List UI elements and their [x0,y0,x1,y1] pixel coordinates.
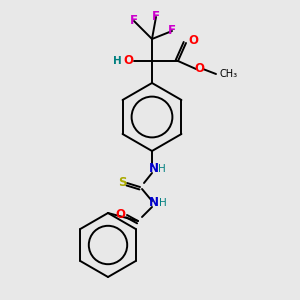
Text: F: F [168,25,176,38]
Text: F: F [152,11,160,23]
Text: H: H [112,56,122,66]
Text: H: H [158,164,166,174]
Text: O: O [194,62,204,76]
Text: O: O [188,34,198,47]
Text: O: O [115,208,125,220]
Text: CH₃: CH₃ [220,69,238,79]
Text: S: S [118,176,126,190]
Text: N: N [149,196,159,209]
Text: N: N [149,163,159,176]
Text: F: F [130,14,138,28]
Text: O: O [123,55,133,68]
Text: H: H [159,198,167,208]
